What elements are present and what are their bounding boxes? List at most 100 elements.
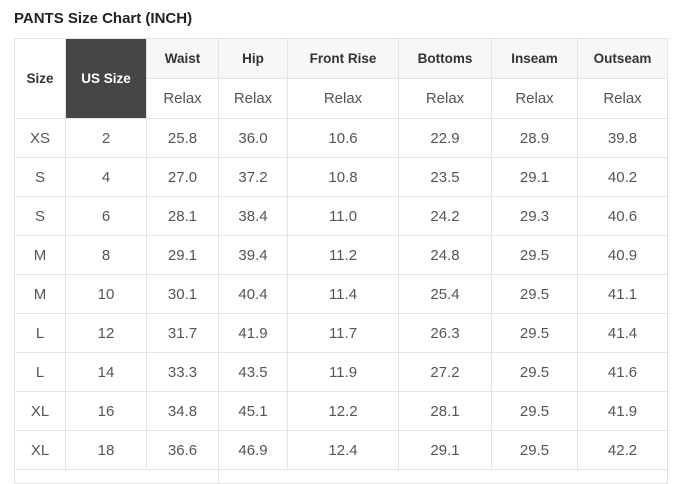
- table-cell: 14: [65, 352, 147, 392]
- table-cell: 40.2: [577, 157, 668, 197]
- table-cell: 34.8: [146, 391, 219, 431]
- table-cell: L: [14, 313, 66, 353]
- table-cell: 10.8: [287, 157, 399, 197]
- table-cell: 43.5: [218, 352, 288, 392]
- table-cell: 27.0: [146, 157, 219, 197]
- table-cell: 41.9: [577, 391, 668, 431]
- fit-type-row: Relax Relax Relax Relax Relax Relax: [15, 78, 668, 119]
- column-header-waist: Waist: [146, 38, 219, 79]
- column-header-inseam: Inseam: [491, 38, 578, 79]
- table-cell: 11.9: [287, 352, 399, 392]
- table-cell: 24.8: [398, 235, 492, 275]
- table-cell: 29.5: [491, 430, 578, 470]
- table-row: S 4 27.0 37.2 10.8 23.5 29.1 40.2: [14, 157, 668, 197]
- table-cell: S: [14, 196, 66, 236]
- table-cell: 2: [65, 118, 147, 158]
- table-cell: 41.1: [577, 274, 668, 314]
- table-cell: 29.1: [146, 235, 219, 275]
- fit-type-outseam: Relax: [577, 78, 668, 119]
- table-cell: 12.4: [287, 430, 399, 470]
- table-cell: 39.4: [218, 235, 288, 275]
- table-cell: 10.6: [287, 118, 399, 158]
- table-cell: 38.4: [218, 196, 288, 236]
- table-cell: 39.8: [577, 118, 668, 158]
- table-cell: 6: [65, 196, 147, 236]
- table-row: XL 16 34.8 45.1 12.2 28.1 29.5 41.9: [14, 391, 668, 431]
- table-cell: 29.1: [398, 430, 492, 470]
- table-cell: 29.5: [491, 313, 578, 353]
- table-cell: 41.4: [577, 313, 668, 353]
- fit-type-waist: Relax: [146, 78, 219, 119]
- table-body: XS 2 25.8 36.0 10.6 22.9 28.9 39.8 S 4 27.0 37.2 10.…: [14, 118, 668, 484]
- table-cell: M: [14, 274, 66, 314]
- table-cell: 26.3: [398, 313, 492, 353]
- table-cell: 37.2: [218, 157, 288, 197]
- table-row: S 6 28.1 38.4 11.0 24.2 29.3 40.6: [14, 196, 668, 236]
- fit-type-hip: Relax: [218, 78, 288, 119]
- table-cell: 41.9: [218, 313, 288, 353]
- table-cell: 28.1: [398, 391, 492, 431]
- table-cell: L: [14, 352, 66, 392]
- table-cell: 27.2: [398, 352, 492, 392]
- table-row: XL 18 36.6 46.9 12.4 29.1 29.5 42.2: [14, 430, 668, 470]
- table-cell: XL: [14, 430, 66, 470]
- table-cell: 41.6: [577, 352, 668, 392]
- table-cell: 42.2: [577, 430, 668, 470]
- table-cell: XL: [14, 391, 66, 431]
- table-row: L 14 33.3 43.5 11.9 27.2 29.5 41.6: [14, 352, 668, 392]
- table-row: M 10 30.1 40.4 11.4 25.4 29.5 41.1: [14, 274, 668, 314]
- table-cell: 29.1: [491, 157, 578, 197]
- fit-type-bottoms: Relax: [398, 78, 492, 119]
- fit-type-inseam: Relax: [491, 78, 578, 119]
- table-cell: XS: [14, 118, 66, 158]
- table-cell: 24.2: [398, 196, 492, 236]
- table-cell: 31.7: [146, 313, 219, 353]
- table-row: L 12 31.7 41.9 11.7 26.3 29.5 41.4: [14, 313, 668, 353]
- table-cell: 28.9: [491, 118, 578, 158]
- table-row: M 8 29.1 39.4 11.2 24.8 29.5 40.9: [14, 235, 668, 275]
- table-cell: 30.1: [146, 274, 219, 314]
- table-cell: 11.2: [287, 235, 399, 275]
- table-cell: 11.7: [287, 313, 399, 353]
- table-cell: 12: [65, 313, 147, 353]
- size-chart-table: Size US Size Waist Hip Front Rise Bottom…: [14, 38, 668, 484]
- table-cell: 22.9: [398, 118, 492, 158]
- table-cell: 40.4: [218, 274, 288, 314]
- table-cell: 11.0: [287, 196, 399, 236]
- table-cell: 8: [65, 235, 147, 275]
- fit-type-front-rise: Relax: [287, 78, 399, 119]
- partial-cell: [218, 469, 668, 484]
- page-title: PANTS Size Chart (INCH): [14, 10, 193, 27]
- table-cell: 29.5: [491, 274, 578, 314]
- table-cell: 45.1: [218, 391, 288, 431]
- column-header-size: Size: [14, 38, 66, 119]
- table-cell: 29.5: [491, 391, 578, 431]
- column-header-front-rise: Front Rise: [287, 38, 399, 79]
- table-row: XS 2 25.8 36.0 10.6 22.9 28.9 39.8: [14, 118, 668, 158]
- table-cell: 11.4: [287, 274, 399, 314]
- table-cell: M: [14, 235, 66, 275]
- table-cell: 36.6: [146, 430, 219, 470]
- table-cell: 10: [65, 274, 147, 314]
- table-cell: 4: [65, 157, 147, 197]
- column-header-bottoms: Bottoms: [398, 38, 492, 79]
- table-cell: 29.3: [491, 196, 578, 236]
- table-cell: 12.2: [287, 391, 399, 431]
- table-cell: 16: [65, 391, 147, 431]
- column-header-outseam: Outseam: [577, 38, 668, 79]
- column-header-us-size: US Size: [65, 38, 147, 119]
- table-cell: 40.9: [577, 235, 668, 275]
- table-cell: 23.5: [398, 157, 492, 197]
- table-cell: 33.3: [146, 352, 219, 392]
- table-cell: 29.5: [491, 235, 578, 275]
- table-cell: 36.0: [218, 118, 288, 158]
- column-header-hip: Hip: [218, 38, 288, 79]
- table-cell: 25.8: [146, 118, 219, 158]
- column-header-row: Size US Size Waist Hip Front Rise Bottom…: [14, 38, 668, 119]
- partial-cell: [14, 469, 219, 484]
- table-cell: 46.9: [218, 430, 288, 470]
- table-cell: S: [14, 157, 66, 197]
- table-cell: 29.5: [491, 352, 578, 392]
- table-cell: 28.1: [146, 196, 219, 236]
